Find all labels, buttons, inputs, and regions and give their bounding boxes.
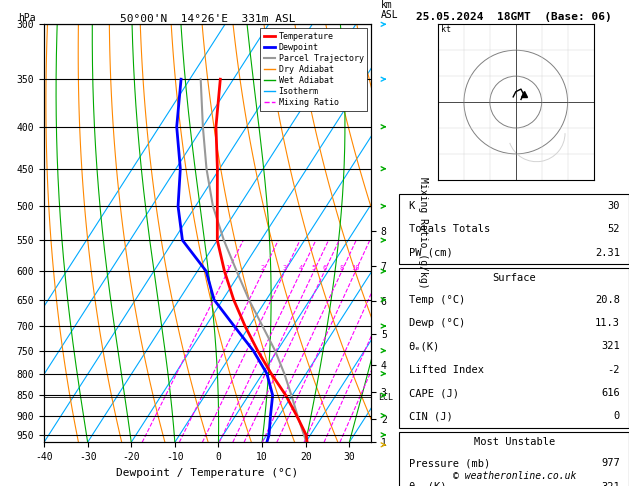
Bar	[399, 268, 629, 428]
Text: hPa: hPa	[18, 14, 35, 23]
Text: CAPE (J): CAPE (J)	[409, 388, 459, 398]
Text: Pressure (mb): Pressure (mb)	[409, 458, 490, 469]
Text: -2: -2	[608, 365, 620, 375]
Text: © weatheronline.co.uk: © weatheronline.co.uk	[452, 471, 576, 481]
Text: 5: 5	[311, 265, 316, 271]
Text: 321: 321	[601, 342, 620, 351]
Text: θₑ(K): θₑ(K)	[409, 342, 440, 351]
Bar	[399, 194, 629, 264]
Text: 3: 3	[283, 265, 287, 271]
Text: 616: 616	[601, 388, 620, 398]
Text: θₑ (K): θₑ (K)	[409, 482, 446, 486]
Text: PW (cm): PW (cm)	[409, 248, 452, 258]
Text: K: K	[409, 201, 415, 211]
Text: 4: 4	[299, 265, 303, 271]
Text: kt: kt	[440, 25, 450, 34]
Text: CIN (J): CIN (J)	[409, 412, 452, 421]
Text: 20.8: 20.8	[595, 295, 620, 305]
Text: 25.05.2024  18GMT  (Base: 06): 25.05.2024 18GMT (Base: 06)	[416, 12, 612, 22]
Text: 977: 977	[601, 458, 620, 469]
Text: 11.3: 11.3	[595, 318, 620, 328]
Legend: Temperature, Dewpoint, Parcel Trajectory, Dry Adiabat, Wet Adiabat, Isotherm, Mi: Temperature, Dewpoint, Parcel Trajectory…	[260, 29, 367, 111]
Text: 10: 10	[351, 265, 360, 271]
Text: Most Unstable: Most Unstable	[474, 437, 555, 447]
Title: 50°00'N  14°26'E  331m ASL: 50°00'N 14°26'E 331m ASL	[120, 14, 296, 23]
Text: 0: 0	[613, 412, 620, 421]
Text: 1: 1	[226, 265, 230, 271]
Text: 2.31: 2.31	[595, 248, 620, 258]
Text: Temp (°C): Temp (°C)	[409, 295, 465, 305]
Bar	[399, 432, 629, 486]
Text: 2: 2	[261, 265, 265, 271]
Text: Totals Totals: Totals Totals	[409, 225, 490, 234]
Text: 6: 6	[322, 265, 326, 271]
Text: 30: 30	[608, 201, 620, 211]
Text: LCL: LCL	[377, 393, 392, 401]
Text: 321: 321	[601, 482, 620, 486]
Text: Dewp (°C): Dewp (°C)	[409, 318, 465, 328]
Text: km
ASL: km ASL	[381, 0, 399, 20]
Y-axis label: Mixing Ratio (g/kg): Mixing Ratio (g/kg)	[418, 177, 428, 289]
X-axis label: Dewpoint / Temperature (°C): Dewpoint / Temperature (°C)	[116, 468, 299, 478]
Text: 8: 8	[340, 265, 344, 271]
Text: 52: 52	[608, 225, 620, 234]
Text: Surface: Surface	[493, 273, 536, 283]
Text: Lifted Index: Lifted Index	[409, 365, 484, 375]
